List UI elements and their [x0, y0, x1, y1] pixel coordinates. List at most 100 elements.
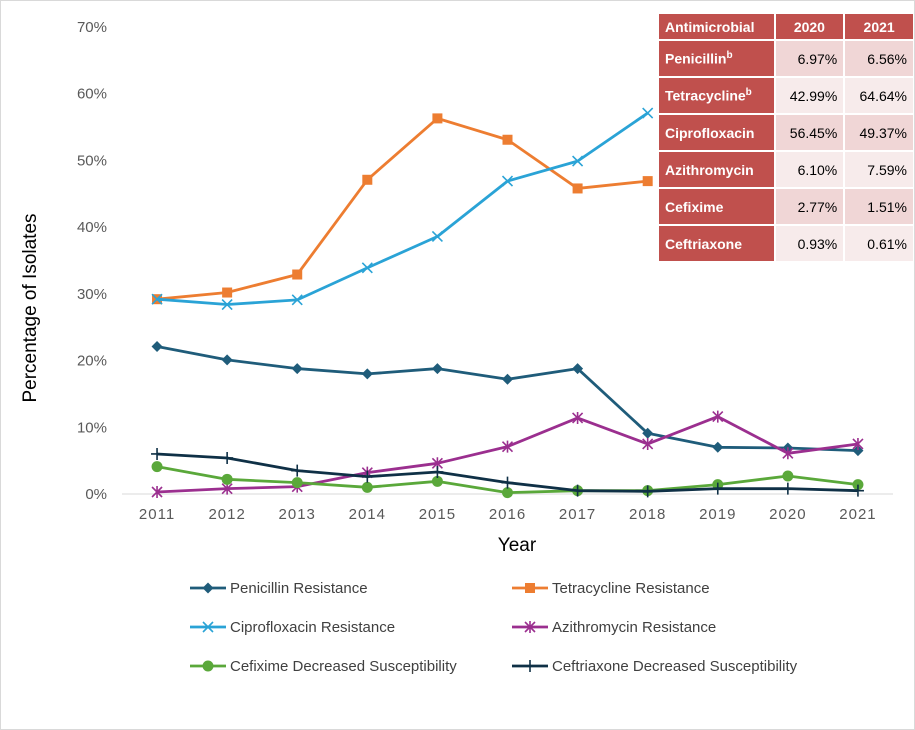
inset-row-name: Penicillinb [659, 41, 774, 76]
inset-value-2020: 6.10% [775, 152, 844, 187]
data-point [502, 134, 513, 145]
legend-marker [525, 583, 535, 593]
inset-table-row: Ceftriaxone 0.93% 0.61% [659, 226, 913, 261]
data-point [782, 470, 794, 482]
marker-shape [221, 298, 233, 311]
inset-header-antimicrobial: Antimicrobial [659, 14, 774, 39]
y-tick-label: 50% [77, 152, 107, 169]
legend-item: Cefixime Decreased Susceptibility [190, 658, 457, 675]
data-point [151, 447, 164, 460]
data-point [151, 485, 163, 498]
marker-shape [291, 477, 303, 489]
legend-marker [524, 660, 536, 672]
marker-shape [641, 485, 654, 498]
marker-shape [501, 175, 514, 187]
data-point [572, 155, 584, 167]
marker-shape [151, 485, 163, 498]
legend-marker [524, 621, 536, 633]
legend-label: Azithromycin Resistance [552, 619, 716, 636]
data-point [431, 230, 443, 243]
legend-label: Cefixime Decreased Susceptibility [230, 658, 457, 675]
antimicrobial-name: Cefixime [665, 198, 724, 215]
axes: 0% 10% 20% 30% 40% 50% 60% 70% 2011 2012 2013 2014 2… [77, 19, 893, 523]
y-axis-title: Percentage of Isolates [20, 213, 41, 402]
marker-shape [851, 484, 864, 497]
legend-item: Azithromycin Resistance [512, 619, 716, 636]
inset-header-2020: 2020 [775, 14, 844, 39]
x-tick-label: 2012 [208, 506, 245, 523]
marker-shape [782, 447, 794, 460]
data-point [852, 479, 864, 491]
marker-shape [202, 582, 214, 594]
data-point [432, 113, 443, 124]
marker-shape [432, 113, 443, 124]
marker-shape [291, 464, 304, 477]
marker-shape [361, 481, 373, 493]
data-point [711, 482, 724, 495]
series-line [156, 116, 648, 301]
x-tick-label: 2018 [629, 506, 666, 523]
antimicrobial-name: Penicillin [665, 50, 727, 67]
marker-shape [852, 445, 864, 457]
marker-shape [502, 134, 513, 145]
data-point [571, 484, 584, 497]
inset-table: Antimicrobial 2020 2021 Penicillinb 6.97%… [657, 12, 915, 263]
legend-marker [202, 660, 214, 672]
marker-shape [642, 107, 654, 119]
inset-row-name: Azithromycin [659, 152, 774, 187]
inset-value-2020: 42.99% [775, 78, 844, 113]
x-tick-label: 2013 [279, 506, 316, 523]
y-tick-label: 0% [85, 486, 107, 503]
data-point [712, 410, 724, 423]
inset-table-row: Ciprofloxacin 56.45% 49.37% [659, 115, 913, 150]
marker-shape [501, 476, 514, 489]
antimicrobial-name: Tetracycline [665, 87, 746, 104]
inset-row-name: Cefixime [659, 189, 774, 224]
x-tick-label: 2021 [839, 506, 876, 523]
marker-shape [151, 447, 164, 460]
x-tick-label: 2015 [419, 506, 456, 523]
data-point [851, 484, 864, 497]
marker-shape [221, 354, 233, 366]
y-tick-label: 20% [77, 353, 107, 370]
data-point [642, 427, 654, 439]
marker-shape [572, 411, 584, 424]
legend-item: Ciprofloxacin Resistance [190, 619, 395, 636]
marker-shape [572, 183, 583, 194]
marker-shape [572, 363, 584, 375]
series-ciprofloxacin-resistance [151, 107, 654, 311]
marker-shape [642, 427, 654, 439]
marker-shape [361, 470, 374, 483]
marker-shape [221, 451, 234, 464]
data-point [642, 176, 653, 187]
marker-shape [431, 230, 443, 243]
marker-shape [151, 341, 163, 353]
data-point [572, 183, 583, 194]
marker-shape [221, 473, 233, 485]
data-point [151, 461, 163, 473]
legend-label: Ciprofloxacin Resistance [230, 619, 395, 636]
data-point [501, 175, 514, 187]
data-point [291, 477, 303, 489]
y-tick-label: 30% [77, 286, 107, 303]
x-tick-label: 2019 [699, 506, 736, 523]
data-point [291, 464, 304, 477]
marker-shape [151, 293, 163, 305]
inset-table-row: Cefixime 2.77% 1.51% [659, 189, 913, 224]
marker-shape [361, 262, 373, 274]
marker-shape [502, 487, 513, 499]
data-point [222, 287, 233, 298]
data-point [852, 445, 864, 457]
inset-table-header: Antimicrobial 2020 2021 [659, 14, 913, 39]
data-point [781, 482, 794, 495]
inset-value-2021: 1.51% [845, 189, 913, 224]
legend-marker [202, 621, 214, 633]
marker-shape [572, 155, 584, 167]
inset-table-row: Penicillinb 6.97% 6.56% [659, 41, 913, 76]
data-point [292, 269, 303, 280]
legend-label: Tetracycline Resistance [552, 580, 710, 597]
marker-shape [712, 410, 724, 423]
data-point [502, 487, 513, 499]
data-point [782, 447, 794, 460]
